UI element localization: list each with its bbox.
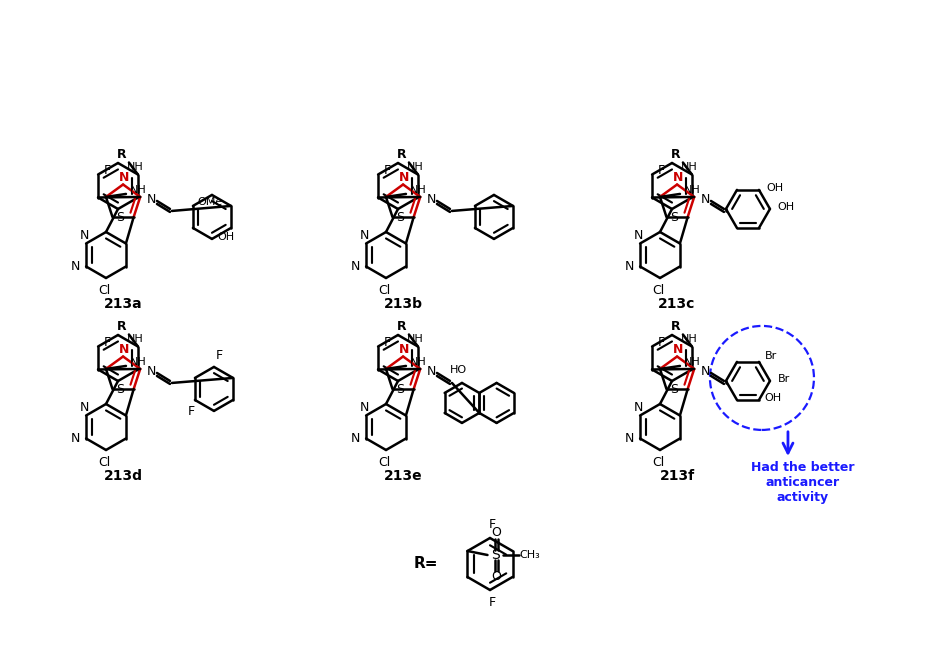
Text: NH: NH	[406, 334, 423, 345]
Text: NH: NH	[129, 357, 146, 367]
Text: N: N	[700, 194, 709, 207]
Text: NH: NH	[409, 357, 426, 367]
Text: N: N	[359, 229, 368, 242]
Text: NH: NH	[680, 162, 697, 173]
Text: N: N	[70, 432, 79, 445]
Text: O: O	[491, 526, 501, 540]
Text: N: N	[146, 194, 156, 207]
Text: Had the better
anticancer
activity: Had the better anticancer activity	[750, 462, 853, 504]
Text: F: F	[383, 336, 390, 349]
Text: OMe: OMe	[197, 197, 222, 207]
Text: S: S	[670, 211, 678, 224]
Text: N: N	[672, 171, 683, 184]
Text: F: F	[488, 596, 495, 610]
Text: NH: NH	[683, 185, 700, 195]
Text: N: N	[426, 194, 435, 207]
Text: OH: OH	[217, 232, 234, 242]
Text: F: F	[104, 336, 110, 349]
Text: R: R	[670, 320, 680, 333]
Text: N: N	[700, 366, 709, 379]
Text: F: F	[104, 164, 110, 177]
Text: OH: OH	[766, 183, 783, 193]
Text: N: N	[70, 260, 79, 273]
Text: N: N	[359, 401, 368, 414]
Text: 213f: 213f	[659, 469, 694, 483]
Text: F: F	[657, 336, 664, 349]
Text: OH: OH	[764, 393, 781, 403]
Text: F: F	[215, 349, 222, 362]
Text: S: S	[491, 548, 499, 562]
Text: N: N	[624, 260, 633, 273]
Text: 213a: 213a	[104, 297, 143, 311]
Text: NH: NH	[126, 162, 143, 173]
Text: Cl: Cl	[651, 283, 664, 296]
Text: R: R	[117, 148, 126, 161]
Text: NH: NH	[406, 162, 423, 173]
Text: S: S	[116, 383, 125, 396]
Text: N: N	[79, 229, 89, 242]
Text: R: R	[396, 148, 406, 161]
Text: N: N	[350, 260, 360, 273]
Text: S: S	[396, 211, 404, 224]
Text: NH: NH	[129, 185, 146, 195]
Text: Cl: Cl	[98, 283, 110, 296]
Text: 213b: 213b	[383, 297, 422, 311]
Text: N: N	[632, 229, 642, 242]
Text: F: F	[187, 405, 194, 419]
Text: NH: NH	[683, 357, 700, 367]
Text: Cl: Cl	[651, 455, 664, 468]
Text: 213d: 213d	[104, 469, 143, 483]
Text: N: N	[350, 432, 360, 445]
Text: CH₃: CH₃	[518, 550, 539, 560]
Text: N: N	[79, 401, 89, 414]
Text: 213c: 213c	[658, 297, 695, 311]
Text: R: R	[670, 148, 680, 161]
Text: S: S	[670, 383, 678, 396]
Text: N: N	[398, 171, 409, 184]
Text: N: N	[632, 401, 642, 414]
Text: S: S	[116, 211, 125, 224]
Text: HO: HO	[449, 365, 466, 375]
Text: Br: Br	[777, 374, 789, 384]
Text: N: N	[672, 343, 683, 356]
Text: OH: OH	[777, 202, 794, 212]
Text: Br: Br	[764, 351, 776, 361]
Text: 213e: 213e	[383, 469, 422, 483]
Text: NH: NH	[680, 334, 697, 345]
Text: NH: NH	[409, 185, 426, 195]
Text: N: N	[119, 343, 129, 356]
Text: S: S	[396, 383, 404, 396]
Text: Cl: Cl	[378, 283, 390, 296]
Text: O: O	[491, 570, 501, 583]
Text: F: F	[488, 519, 495, 532]
Text: R=: R=	[413, 557, 438, 572]
Text: F: F	[657, 164, 664, 177]
Text: N: N	[624, 432, 633, 445]
Text: NH: NH	[126, 334, 143, 345]
Text: Cl: Cl	[378, 455, 390, 468]
Text: N: N	[119, 171, 129, 184]
Text: N: N	[146, 366, 156, 379]
Text: R: R	[117, 320, 126, 333]
Text: F: F	[383, 164, 390, 177]
Text: N: N	[426, 366, 435, 379]
Text: Cl: Cl	[98, 455, 110, 468]
Text: N: N	[398, 343, 409, 356]
Text: R: R	[396, 320, 406, 333]
